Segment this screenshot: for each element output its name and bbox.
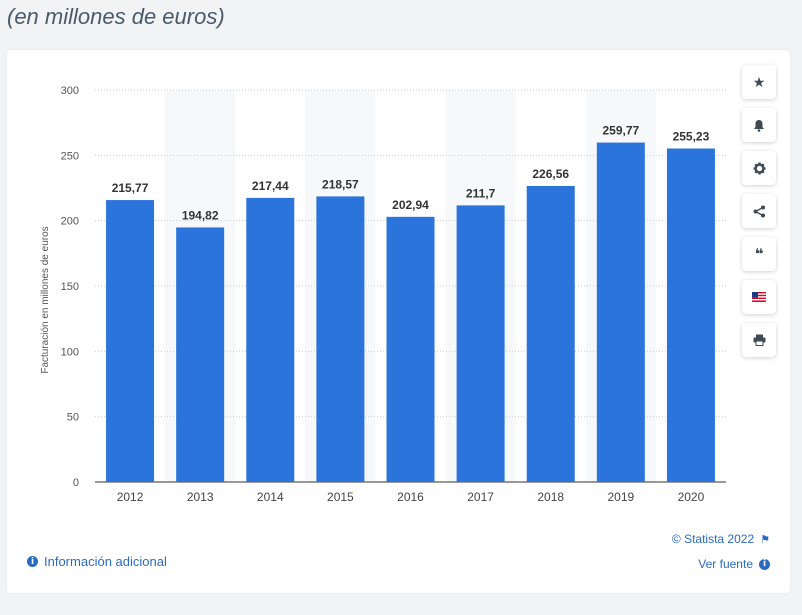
x-tick-label: 2019 — [607, 490, 634, 504]
y-tick-label: 100 — [61, 346, 79, 358]
x-tick-label: 2013 — [187, 490, 214, 504]
x-tick-label: 2017 — [467, 490, 494, 504]
bar-chart: 215,77 194,82 217,44 218,57 202,94 211,7 226,5… — [40, 85, 726, 504]
bar — [316, 196, 365, 483]
bar — [456, 205, 505, 482]
star-icon: ★ — [752, 73, 766, 90]
print-button[interactable] — [742, 323, 776, 357]
bell-icon — [754, 119, 764, 132]
y-tick-label: 150 — [61, 281, 79, 293]
bar-value-label: 259,77 — [602, 124, 639, 138]
bar-value-label: 202,94 — [392, 198, 429, 212]
bar — [246, 197, 295, 482]
bar-value-label: 255,23 — [673, 129, 710, 143]
x-tick-label: 2020 — [678, 490, 705, 504]
x-tick-label: 2012 — [117, 490, 144, 504]
bar-value-label: 215,77 — [112, 181, 149, 195]
share-icon — [753, 205, 765, 217]
y-tick-label: 250 — [61, 150, 79, 162]
flag-icon — [752, 292, 766, 302]
additional-info-link[interactable]: i Información adicional — [27, 554, 167, 569]
language-button[interactable] — [742, 280, 776, 314]
chart-subtitle: (en millones de euros) — [7, 4, 225, 29]
settings-button[interactable] — [742, 151, 776, 185]
bar — [176, 227, 225, 482]
quote-icon: ❝ — [754, 246, 764, 263]
bar-value-label: 217,44 — [252, 179, 289, 193]
print-icon — [753, 334, 765, 346]
info-icon: i — [759, 558, 770, 570]
y-tick-label: 0 — [73, 477, 79, 489]
chart-toolbar: ★ — [742, 65, 776, 366]
y-tick-label: 50 — [67, 412, 79, 424]
x-tick-label: 2014 — [257, 490, 284, 504]
copyright-text: © Statista 2022 — [671, 532, 755, 546]
y-tick-label: 200 — [61, 216, 79, 228]
y-axis-label: Facturación en millones de euros — [40, 226, 51, 373]
view-source-label: Ver fuente — [698, 557, 753, 571]
bar-value-label: 218,57 — [322, 177, 359, 191]
bar — [106, 200, 155, 482]
notification-button[interactable] — [742, 108, 776, 142]
additional-info-label: Información adicional — [44, 554, 167, 569]
x-tick-label: 2018 — [537, 490, 564, 504]
bar-value-label: 194,82 — [182, 208, 219, 222]
cite-button[interactable]: ❝ — [742, 237, 776, 271]
bar — [666, 148, 715, 483]
bar — [596, 142, 645, 482]
gear-icon — [752, 161, 766, 175]
bar-value-label: 226,56 — [532, 167, 569, 181]
view-source-link[interactable]: Ver fuente i — [698, 557, 770, 571]
statista-copyright[interactable]: © Statista 2022 ⚑ — [672, 532, 770, 546]
y-tick-label: 300 — [61, 85, 79, 97]
info-icon: i — [27, 556, 38, 567]
bar-value-label: 211,7 — [466, 186, 496, 200]
bar — [386, 216, 435, 482]
favorite-button[interactable]: ★ — [742, 65, 776, 99]
bar — [526, 185, 575, 482]
chart-card: 215,77 194,82 217,44 218,57 202,94 211,7 226,5… — [7, 50, 790, 593]
report-flag-icon: ⚑ — [760, 533, 770, 546]
x-tick-label: 2016 — [397, 490, 424, 504]
share-button[interactable] — [742, 194, 776, 228]
x-tick-label: 2015 — [327, 490, 354, 504]
